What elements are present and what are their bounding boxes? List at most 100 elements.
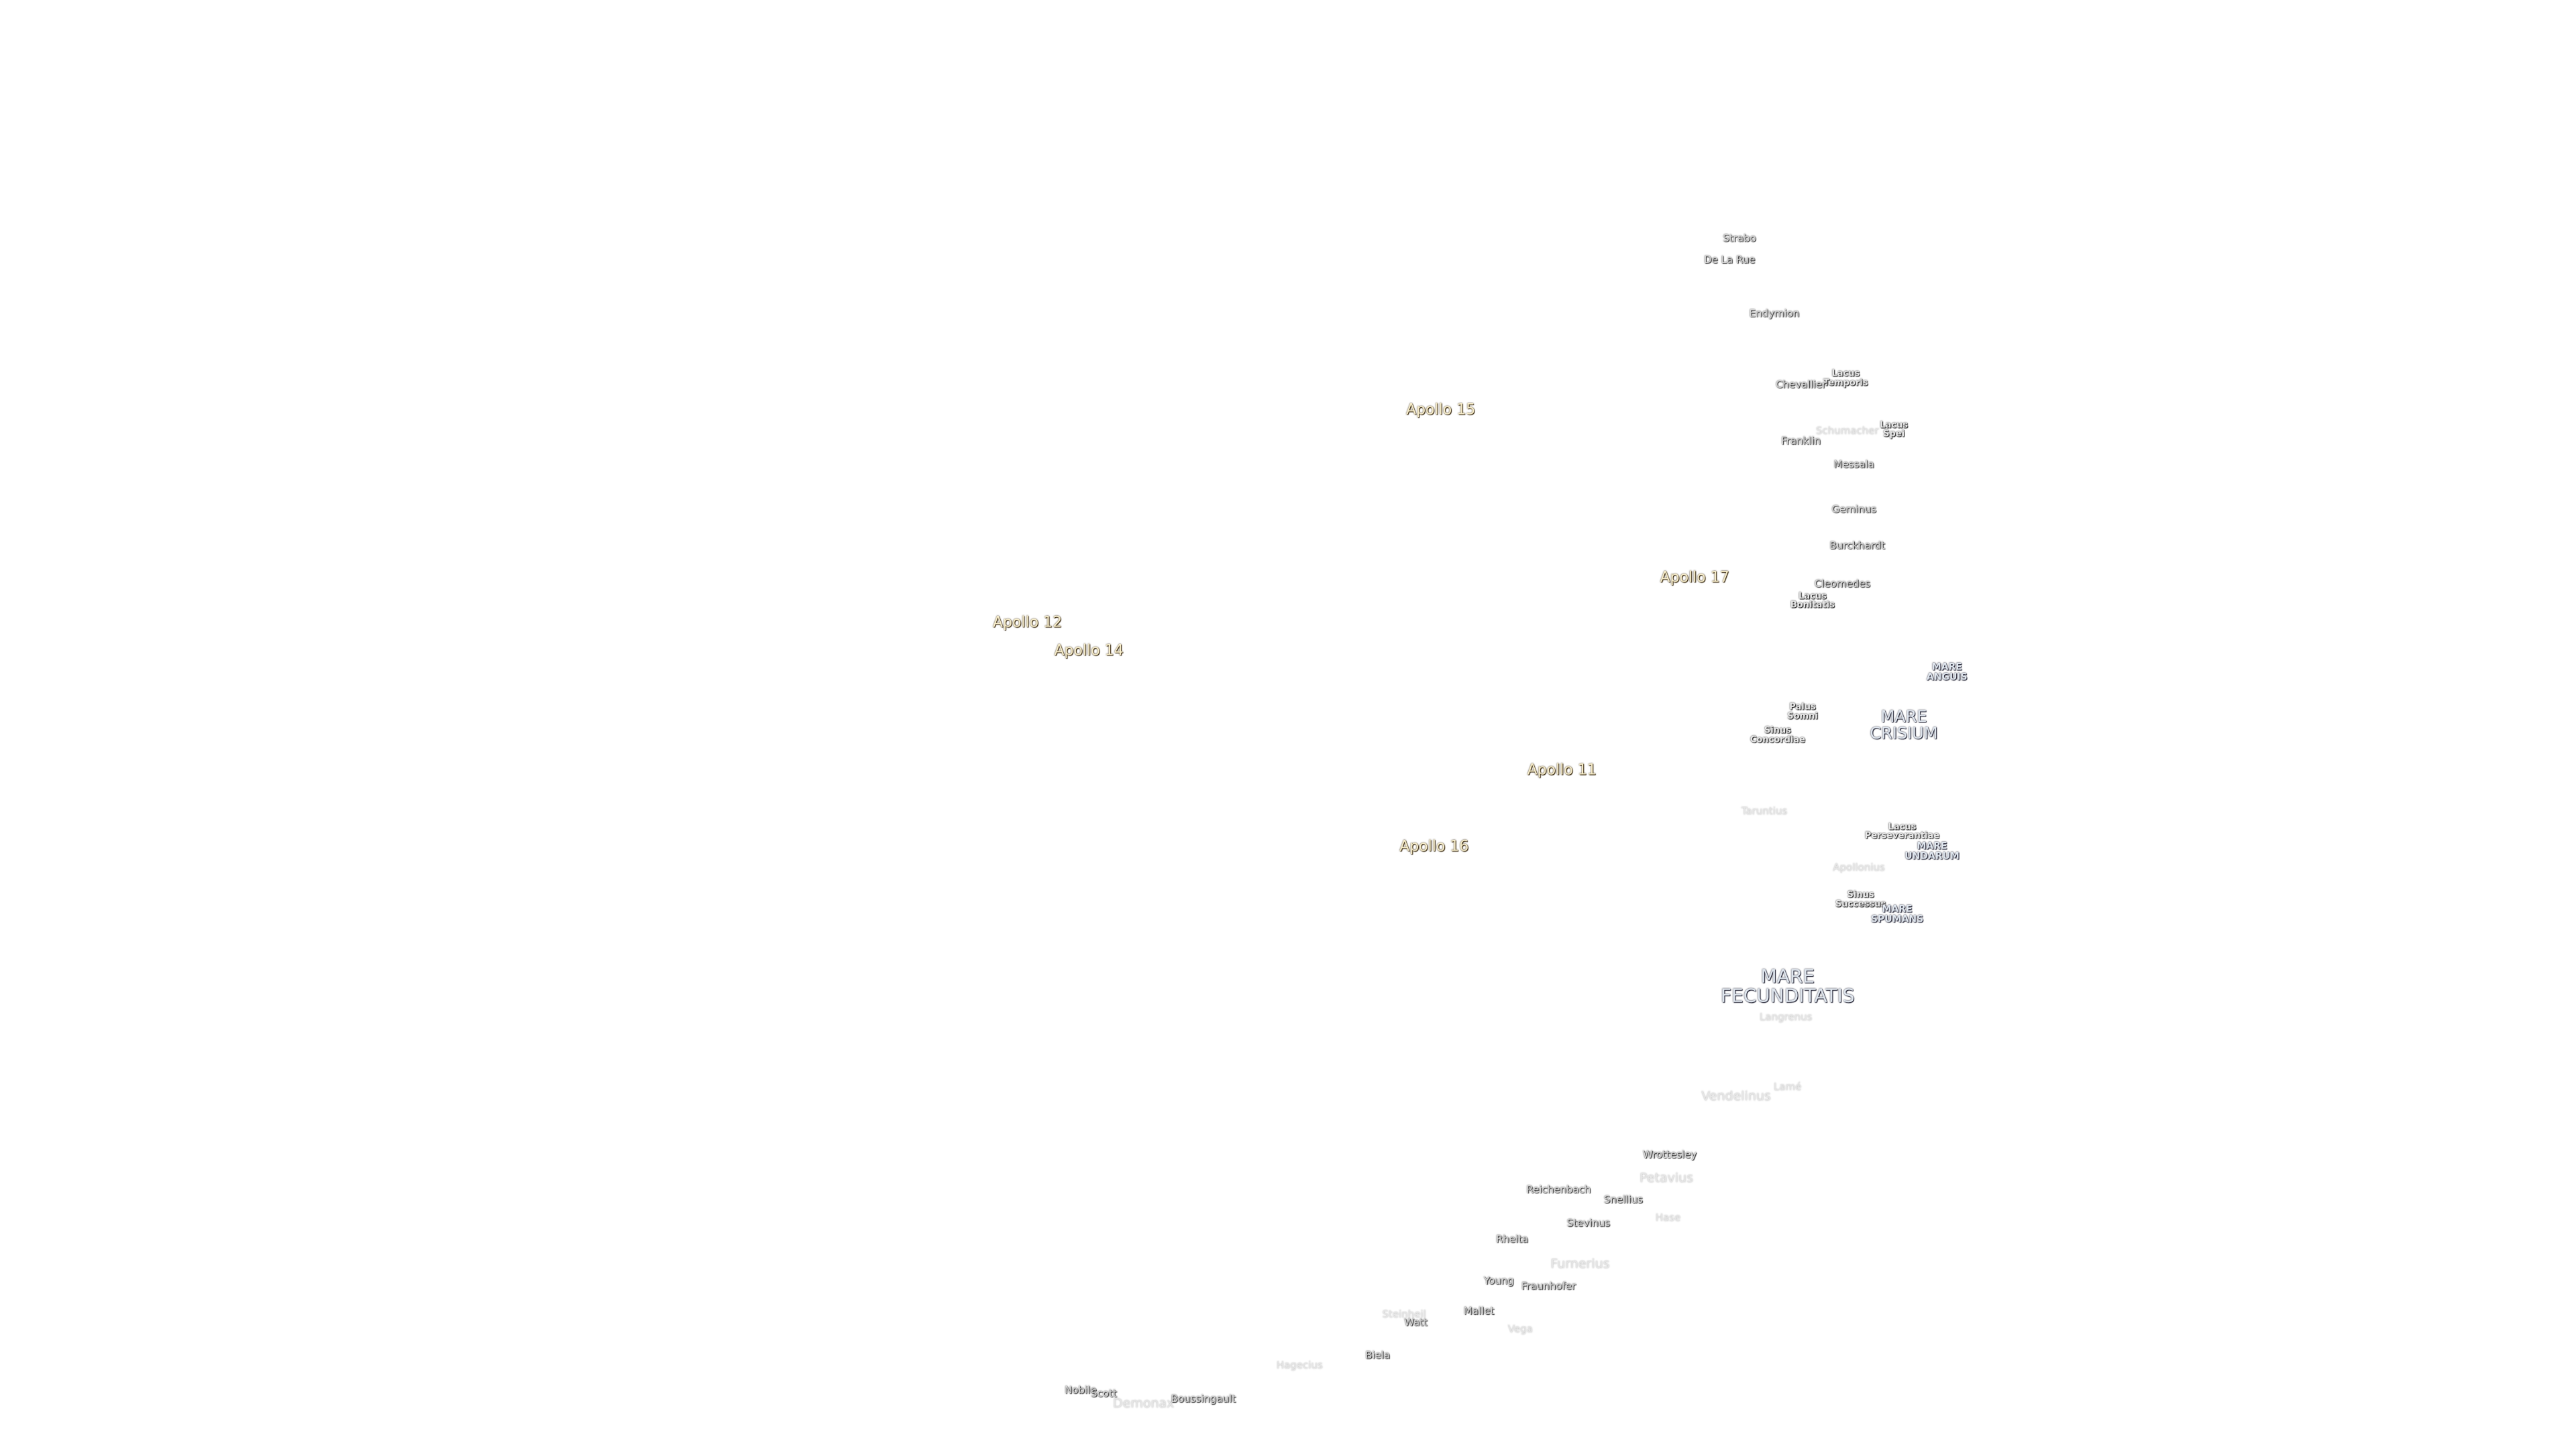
- map-label[interactable]: Nobile: [1064, 1384, 1097, 1397]
- label-text: Nobile: [1064, 1384, 1097, 1397]
- map-label[interactable]: Apollo 12: [993, 614, 1062, 630]
- label-text: Apollo 17: [1660, 569, 1729, 586]
- label-text: Hagecius: [1276, 1359, 1323, 1372]
- map-label[interactable]: Young: [1483, 1275, 1514, 1287]
- label-text: Boussingault: [1171, 1392, 1236, 1405]
- map-label[interactable]: Hase: [1656, 1212, 1681, 1224]
- label-text: Apollo 16: [1399, 838, 1469, 855]
- map-label[interactable]: Apollo 15: [1406, 401, 1476, 419]
- label-text: Schumacher: [1815, 425, 1879, 437]
- map-label[interactable]: Palus Somni: [1787, 703, 1818, 721]
- map-label[interactable]: Steinheil: [1382, 1309, 1426, 1320]
- label-text: Stevinus: [1566, 1216, 1611, 1229]
- label-text: ANGUIS: [1926, 672, 1968, 683]
- label-text: Somni: [1787, 711, 1818, 722]
- map-label[interactable]: Apollonius: [1833, 862, 1884, 873]
- map-label[interactable]: De La Rue: [1704, 255, 1755, 266]
- map-label[interactable]: Apollo 16: [1399, 839, 1468, 854]
- map-label[interactable]: Demonax: [1113, 1397, 1174, 1411]
- label-text: Lacus: [1888, 821, 1917, 832]
- label-text: Messala: [1833, 458, 1874, 470]
- map-label[interactable]: Cleomedes: [1814, 578, 1871, 590]
- label-text: Furnerius: [1550, 1256, 1610, 1272]
- map-label[interactable]: Lacus Spei: [1880, 421, 1908, 439]
- map-label[interactable]: Vega: [1508, 1324, 1533, 1335]
- label-text: Lacus: [1880, 420, 1908, 431]
- map-label[interactable]: Snellius: [1604, 1194, 1643, 1205]
- label-text: SPUMANS: [1870, 914, 1924, 925]
- map-label[interactable]: Apollo 17: [1660, 570, 1729, 585]
- map-label[interactable]: MARE SPUMANS: [1870, 904, 1924, 925]
- label-text: Concordiae: [1750, 735, 1805, 745]
- map-label[interactable]: Taruntius: [1741, 806, 1787, 817]
- map-label[interactable]: Scott: [1091, 1389, 1117, 1399]
- map-label[interactable]: Lamé: [1774, 1080, 1802, 1093]
- label-text: Biela: [1365, 1349, 1391, 1362]
- label-text: Demonax: [1113, 1396, 1175, 1411]
- map-label[interactable]: Messala: [1833, 458, 1874, 470]
- map-label[interactable]: Watt: [1404, 1316, 1428, 1329]
- map-label[interactable]: Geminus: [1831, 504, 1876, 515]
- map-label[interactable]: Vendelinus: [1701, 1090, 1771, 1104]
- map-label[interactable]: Strabo: [1723, 233, 1756, 244]
- label-text: Apollo 11: [1527, 761, 1597, 779]
- map-label[interactable]: MARE CRISIUM: [1870, 708, 1937, 742]
- map-label[interactable]: MARE UNDARUM: [1904, 841, 1960, 861]
- map-label[interactable]: Sinus Concordiae: [1750, 726, 1805, 744]
- label-text: Perseverantiae: [1864, 830, 1940, 841]
- label-text: Rheita: [1495, 1233, 1529, 1246]
- label-text: Reichenbach: [1526, 1183, 1591, 1196]
- label-text: Apollo 12: [992, 614, 1063, 631]
- map-label[interactable]: Sinus Successus: [1835, 890, 1886, 908]
- map-label[interactable]: Hagecius: [1277, 1360, 1323, 1371]
- label-text: MARE: [1760, 965, 1815, 987]
- label-text: Bonitatis: [1790, 600, 1835, 610]
- map-label[interactable]: Chevallier: [1776, 379, 1826, 390]
- map-label[interactable]: Apollo 11: [1527, 762, 1597, 777]
- map-label[interactable]: Reichenbach: [1526, 1183, 1591, 1196]
- label-text: MARE: [1931, 661, 1962, 673]
- label-text: Langrenus: [1760, 1010, 1813, 1023]
- map-label[interactable]: Wrottesley: [1643, 1149, 1697, 1161]
- label-text: Taruntius: [1741, 805, 1788, 818]
- map-label[interactable]: Boussingault: [1171, 1392, 1236, 1405]
- map-label[interactable]: Biela: [1365, 1349, 1391, 1362]
- map-label[interactable]: Apollo 14: [1055, 643, 1124, 658]
- map-label[interactable]: Fraunhofer: [1521, 1281, 1576, 1292]
- map-label[interactable]: Mallet: [1463, 1304, 1495, 1317]
- map-label[interactable]: Schumacher: [1816, 426, 1879, 437]
- map-label[interactable]: Furnerius: [1550, 1256, 1610, 1272]
- map-label[interactable]: Petavius: [1640, 1171, 1693, 1185]
- label-text: MARE: [1917, 841, 1947, 852]
- map-label[interactable]: MARE ANGUIS: [1927, 662, 1968, 682]
- map-label[interactable]: Lacus Perseverantiae: [1865, 822, 1939, 841]
- map-label[interactable]: Lacus Bonitatis: [1790, 592, 1835, 610]
- label-text: Successus: [1835, 899, 1886, 910]
- label-text: Young: [1483, 1275, 1514, 1287]
- map-label[interactable]: Endymion: [1750, 308, 1800, 319]
- label-text: MARE: [1880, 707, 1927, 727]
- map-label[interactable]: MARE FECUNDITATIS: [1721, 966, 1855, 1006]
- label-text: Watt: [1404, 1316, 1428, 1329]
- label-text: Geminus: [1831, 502, 1876, 515]
- label-text: Franklin: [1781, 435, 1821, 447]
- label-text: Vega: [1507, 1322, 1533, 1335]
- map-label[interactable]: Langrenus: [1760, 1012, 1812, 1023]
- label-text: Mallet: [1463, 1304, 1495, 1317]
- label-text: Cleomedes: [1814, 578, 1871, 590]
- map-label[interactable]: Franklin: [1781, 436, 1821, 447]
- label-text: Sinus: [1847, 890, 1874, 900]
- map-label[interactable]: Lacus Temporis: [1823, 369, 1868, 387]
- label-text: Scott: [1091, 1387, 1117, 1400]
- label-text: MARE: [1882, 904, 1913, 915]
- label-text: Lamé: [1774, 1080, 1802, 1093]
- label-text: Apollo 15: [1406, 401, 1476, 419]
- label-text: Palus: [1789, 702, 1816, 712]
- label-text: Apollo 14: [1054, 642, 1124, 659]
- map-label[interactable]: Rheita: [1496, 1234, 1528, 1245]
- map-label[interactable]: Burckhardt: [1829, 540, 1885, 551]
- map-label[interactable]: Stevinus: [1567, 1218, 1611, 1229]
- label-text: Fraunhofer: [1521, 1279, 1576, 1292]
